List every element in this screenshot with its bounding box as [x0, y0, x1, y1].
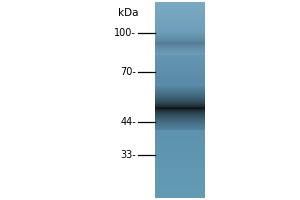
- Text: 70-: 70-: [120, 67, 136, 77]
- Text: kDa: kDa: [118, 8, 138, 18]
- Text: 100-: 100-: [114, 28, 136, 38]
- Text: 33-: 33-: [120, 150, 136, 160]
- Text: 44-: 44-: [120, 117, 136, 127]
